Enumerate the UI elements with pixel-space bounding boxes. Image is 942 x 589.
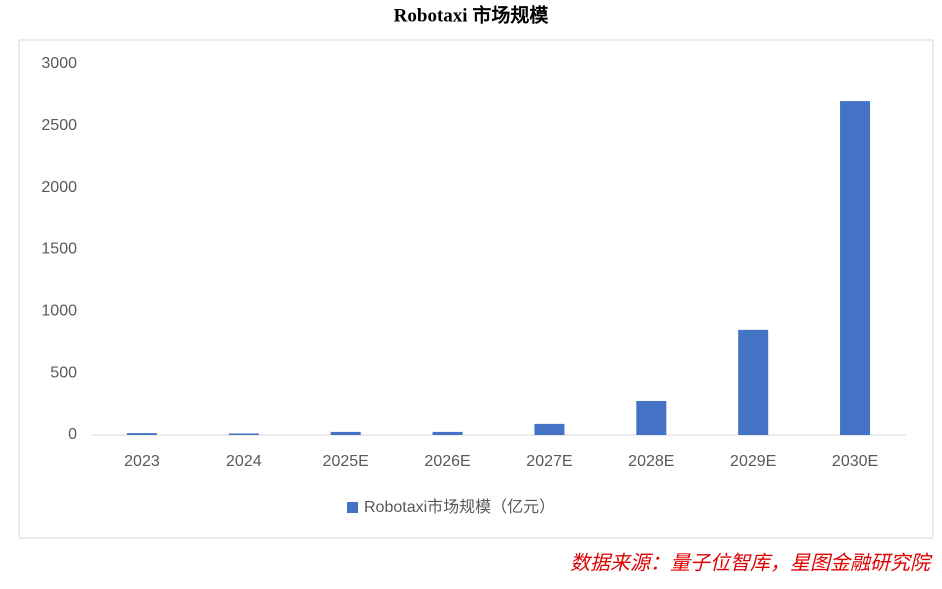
bar bbox=[228, 433, 259, 435]
y-tick-label: 2500 bbox=[41, 117, 77, 134]
x-tick-label: 2026E bbox=[424, 453, 470, 470]
y-tick-label: 1000 bbox=[41, 303, 77, 320]
x-tick-label: 2030E bbox=[832, 453, 878, 470]
y-tick-label: 2000 bbox=[41, 179, 77, 196]
bar bbox=[636, 400, 667, 435]
y-tick-label: 0 bbox=[68, 426, 77, 443]
chart-title: Robotaxi 市场规模 bbox=[394, 3, 550, 26]
x-tick-label: 2029E bbox=[730, 453, 776, 470]
bar bbox=[840, 101, 871, 435]
bar bbox=[126, 433, 157, 435]
bar bbox=[534, 423, 565, 435]
y-tick-label: 1500 bbox=[41, 241, 77, 258]
legend-label: Robotaxi市场规模（亿元） bbox=[364, 498, 555, 516]
x-tick-label: 2024 bbox=[226, 453, 262, 470]
bar bbox=[432, 431, 463, 435]
y-tick-label: 500 bbox=[50, 364, 77, 381]
x-tick-label: 2023 bbox=[124, 453, 160, 470]
bar bbox=[330, 431, 361, 435]
legend-swatch bbox=[347, 502, 358, 513]
bar bbox=[738, 329, 769, 435]
x-tick-label: 2025E bbox=[323, 453, 369, 470]
chart-frame bbox=[18, 39, 934, 539]
x-tick-label: 2027E bbox=[526, 453, 572, 470]
source-note: 数据来源：量子位智库，星图金融研究院 bbox=[570, 553, 933, 575]
x-tick-label: 2028E bbox=[628, 453, 674, 470]
y-tick-label: 3000 bbox=[41, 55, 77, 72]
